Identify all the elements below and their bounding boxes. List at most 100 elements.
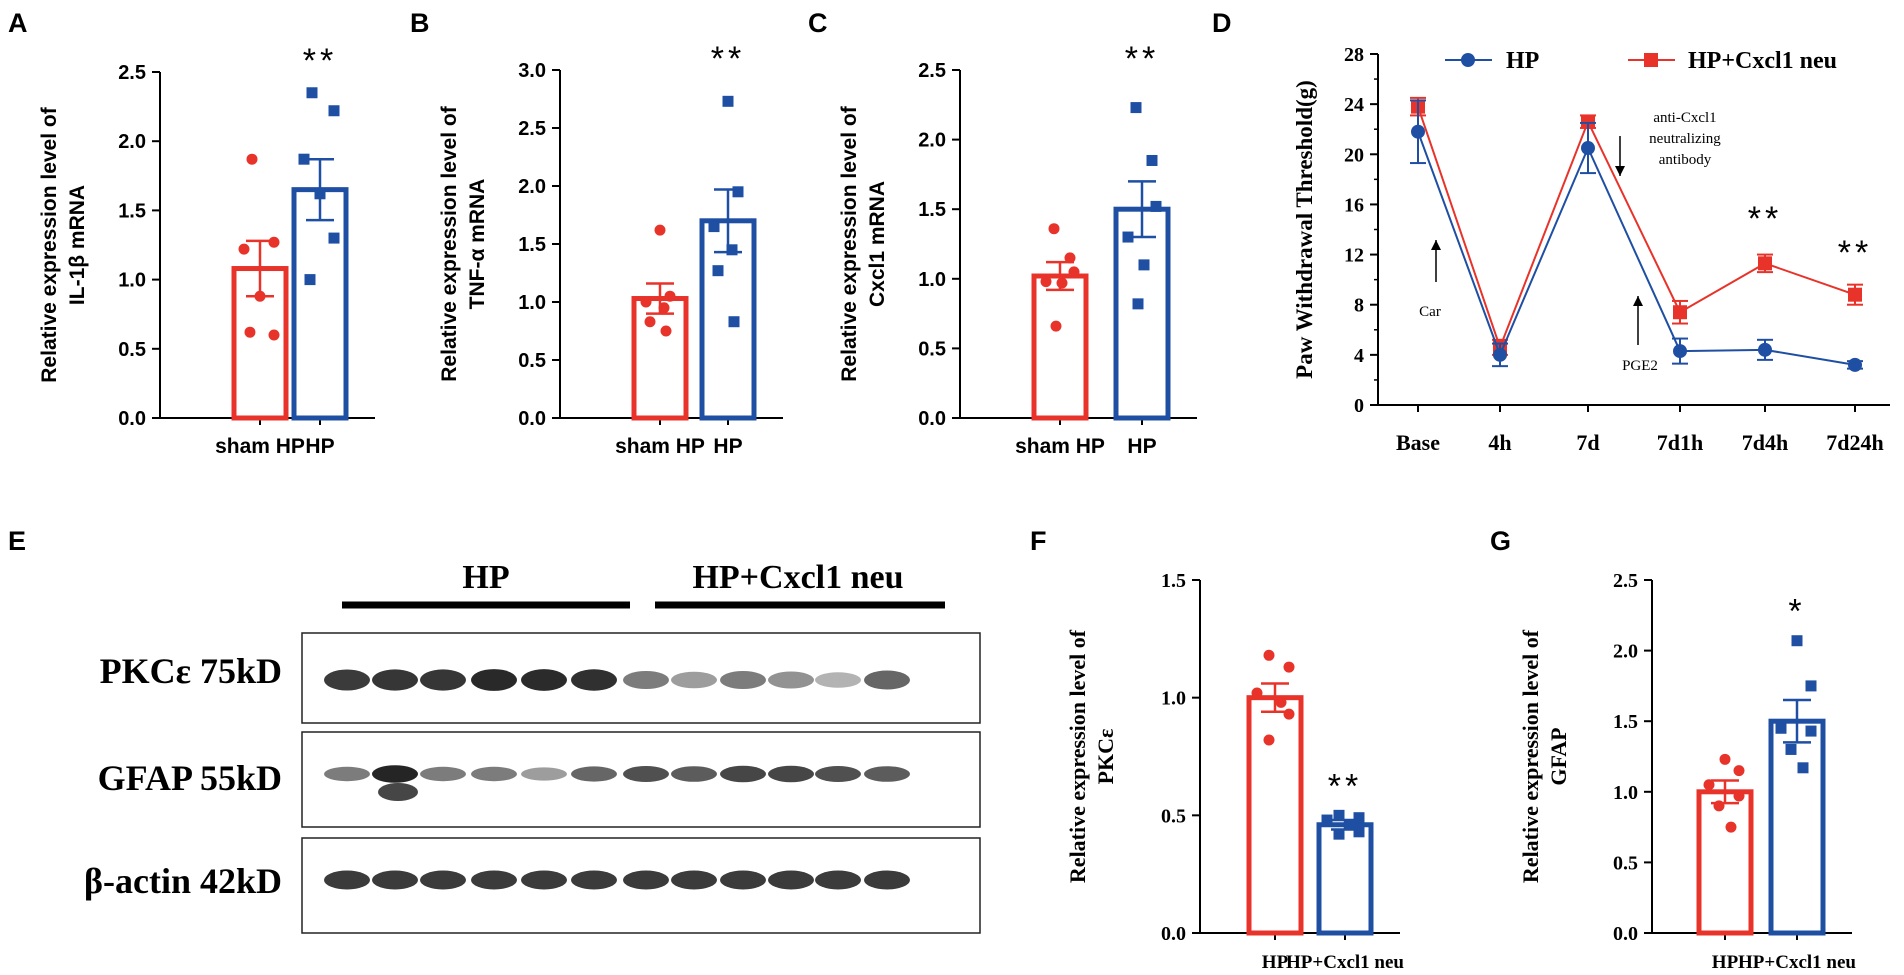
blot-band xyxy=(720,870,766,890)
y-axis-label: TNF-α mRNA xyxy=(466,179,489,310)
blot-band xyxy=(815,766,861,782)
blot-band xyxy=(372,870,418,890)
data-point xyxy=(1275,696,1287,708)
data-point xyxy=(1725,821,1737,833)
blot-band xyxy=(521,870,567,890)
data-point xyxy=(1673,305,1687,320)
x-category-label: 7d4h xyxy=(1742,430,1788,455)
data-point xyxy=(1333,828,1345,840)
bar-sham-hp xyxy=(631,296,689,421)
y-tick-label: 2.5 xyxy=(918,60,946,82)
panel-letter-a: A xyxy=(8,8,28,38)
legend-label-hp: HP xyxy=(1506,48,1539,74)
annotation-car: Car xyxy=(1419,304,1441,320)
x-category-label: 7d1h xyxy=(1657,430,1703,455)
data-point xyxy=(1048,223,1060,235)
data-point xyxy=(1493,347,1507,362)
data-point xyxy=(268,329,280,341)
blot-band xyxy=(720,765,766,783)
arrow-antibody-head xyxy=(1615,166,1625,176)
data-point xyxy=(1581,114,1595,129)
blot-band xyxy=(623,766,669,782)
bar-hp xyxy=(1246,695,1304,936)
data-point xyxy=(644,316,656,328)
y-tick-label: 1.5 xyxy=(918,199,946,221)
data-point xyxy=(254,290,266,302)
data-point xyxy=(328,232,340,244)
data-point xyxy=(1130,102,1142,114)
significance-marker: * xyxy=(1788,593,1805,631)
data-point xyxy=(1797,762,1809,774)
data-point xyxy=(1333,809,1345,821)
x-category-label: sham HP xyxy=(615,435,705,458)
y-tick-label: 1.0 xyxy=(1161,688,1186,710)
data-point xyxy=(1146,154,1158,166)
y-axis-label: PKCε xyxy=(1093,729,1118,785)
blot-band xyxy=(720,671,766,689)
x-category-label: HP+Cxcl1 neu xyxy=(1738,952,1856,973)
y-tick-label: 0.0 xyxy=(518,408,546,430)
y-tick-label: 20 xyxy=(1344,144,1364,166)
data-point xyxy=(1703,779,1715,791)
blot-band xyxy=(324,870,370,890)
blot-label-actin: β-actin 42kD xyxy=(84,861,282,901)
blot-band xyxy=(864,870,910,890)
y-tick-label: 8 xyxy=(1354,295,1364,317)
data-point xyxy=(1138,259,1150,271)
data-point xyxy=(1353,826,1365,838)
data-point xyxy=(1791,635,1803,647)
bar-hp xyxy=(1696,789,1754,936)
blot-band xyxy=(815,870,861,890)
annotation-pge2: PGE2 xyxy=(1622,358,1658,374)
data-point xyxy=(1719,753,1731,765)
bar-sham-hp xyxy=(1031,273,1089,421)
data-point xyxy=(238,243,250,255)
blot-band xyxy=(671,671,717,689)
blot-band xyxy=(671,870,717,890)
data-point xyxy=(1263,649,1275,661)
y-tick-label: 2.5 xyxy=(1613,570,1638,592)
y-tick-label: 0.5 xyxy=(118,339,146,361)
data-point xyxy=(1353,812,1365,824)
x-category-label: HP xyxy=(1127,435,1156,458)
panel-letter-b: B xyxy=(410,8,430,38)
y-tick-label: 2.5 xyxy=(518,118,546,140)
data-point xyxy=(1122,231,1134,243)
data-point xyxy=(1713,800,1725,812)
significance-marker: ** xyxy=(1328,767,1362,805)
data-point xyxy=(1733,790,1745,802)
y-axis-label: Cxcl1 mRNA xyxy=(866,181,889,307)
y-axis-label: Relative expression level of xyxy=(1065,629,1090,883)
blot-label-pkce: PKCε 75kD xyxy=(100,651,282,691)
data-point xyxy=(654,224,666,236)
y-tick-label: 1.5 xyxy=(118,200,146,222)
arrow-car-head xyxy=(1431,240,1441,250)
data-point xyxy=(298,153,310,165)
data-point xyxy=(306,87,318,99)
y-axis-label: Relative expression level of xyxy=(1518,629,1543,883)
data-point xyxy=(246,153,258,165)
blot-band xyxy=(623,870,669,890)
data-point xyxy=(1848,287,1862,302)
blot-band xyxy=(623,671,669,689)
blot-band xyxy=(671,766,717,782)
data-point xyxy=(1321,814,1333,826)
blot-band xyxy=(521,669,567,691)
data-point xyxy=(1056,277,1068,289)
y-axis-label: IL-1β mRNA xyxy=(66,185,89,305)
bar-chart-tnfa: 0.0 0.5 1.0 1.5 2.0 2.5 3.0 sham HP HP Relative e… xyxy=(438,40,783,458)
data-point xyxy=(1132,298,1144,310)
data-point xyxy=(1581,141,1595,156)
data-point xyxy=(664,290,676,302)
y-tick-label: 1.0 xyxy=(118,270,146,292)
y-tick-label: 2.0 xyxy=(118,131,146,153)
y-tick-label: 0.0 xyxy=(118,408,146,430)
data-point xyxy=(1775,722,1787,734)
legend: HP HP+Cxcl1 neu xyxy=(1445,48,1837,74)
blot-band xyxy=(420,766,466,782)
x-category-label: HP xyxy=(305,435,334,458)
data-point xyxy=(726,244,738,256)
legend-label-hp-cxcl1: HP+Cxcl1 neu xyxy=(1688,48,1837,74)
blot-band xyxy=(768,765,814,783)
significance-marker: ** xyxy=(303,42,337,80)
